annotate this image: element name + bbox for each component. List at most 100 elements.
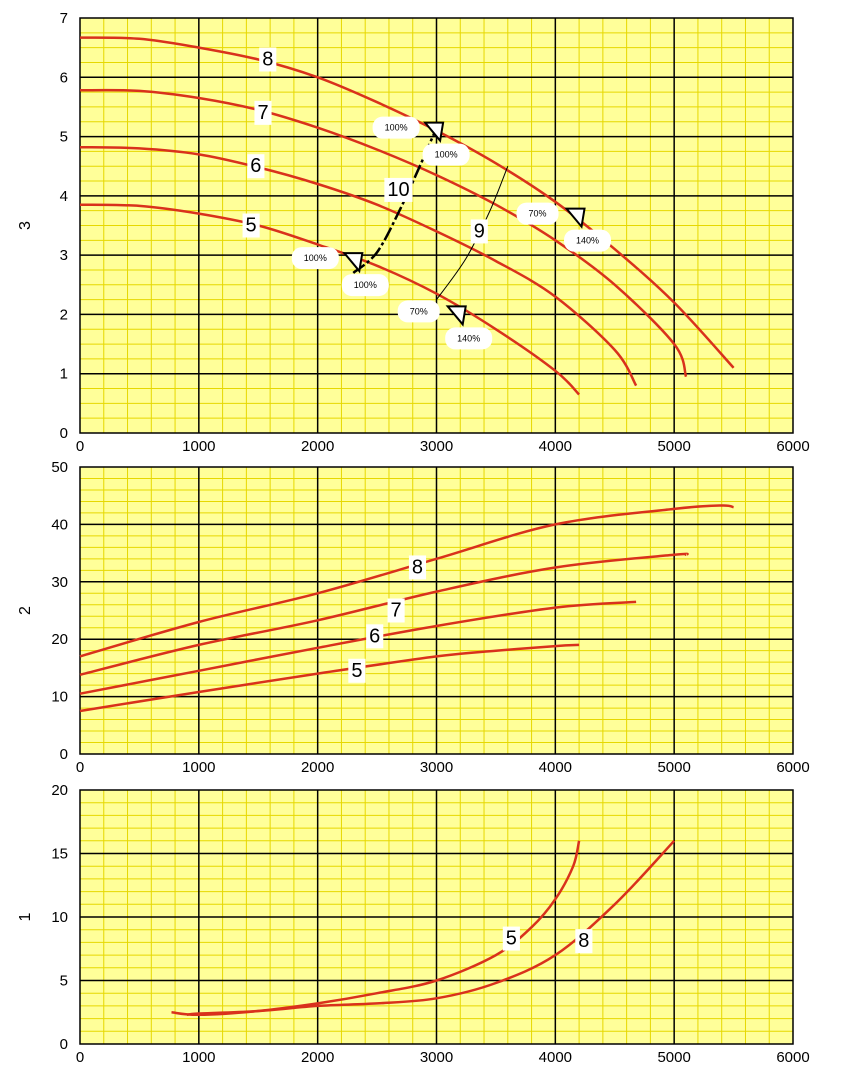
y-tick-label: 7 (60, 10, 68, 27)
plot-frame (79, 466, 794, 755)
x-tick-label: 5000 (657, 759, 690, 776)
triangle-marker (342, 252, 364, 274)
series-label-8-bg (575, 929, 593, 954)
series-label-8-bg (408, 555, 427, 580)
marker-left-label-bg (397, 300, 440, 323)
y-tick-label: 10 (51, 909, 68, 926)
x-tick-label: 3000 (420, 438, 453, 455)
x-tick-label: 3000 (420, 1049, 453, 1066)
marker-below-label: 140% (457, 333, 480, 343)
series-label-6: 6 (250, 155, 261, 177)
y-axis-label: 2 (17, 606, 34, 615)
curve-9-label-bg (470, 219, 488, 244)
x-tick-label: 1000 (182, 1049, 215, 1066)
y-tick-label: 3 (60, 247, 68, 264)
series-line-5 (79, 643, 580, 713)
series-label-5-bg (242, 213, 260, 238)
marker-below-label-bg (564, 229, 612, 252)
x-tick-label: 0 (76, 438, 84, 455)
marker-left-label-bg (291, 247, 339, 270)
marker-left-label-bg (372, 116, 420, 139)
plot-frame (79, 789, 794, 1045)
marker-left-label: 100% (385, 123, 408, 133)
marker-below-label-bg (445, 327, 493, 350)
x-tick-label: 0 (76, 759, 84, 776)
x-tick-label: 2000 (301, 438, 334, 455)
series-line-8 (79, 36, 735, 369)
series-label-6: 6 (369, 625, 380, 647)
y-tick-label: 6 (60, 69, 68, 86)
y-axis-label: 1 (17, 912, 34, 921)
y-tick-label: 20 (51, 782, 68, 799)
series-label-6-bg (366, 624, 384, 649)
series-label-5: 5 (351, 660, 362, 682)
series-label-5: 5 (246, 215, 257, 237)
y-tick-label: 1 (60, 366, 68, 383)
series-label-7: 7 (391, 600, 402, 622)
x-tick-label: 0 (76, 1049, 84, 1066)
series-label-8: 8 (578, 930, 589, 952)
curve-10-label: 10 (387, 179, 409, 201)
y-tick-label: 0 (60, 425, 68, 442)
marker-below-label: 100% (354, 280, 377, 290)
x-tick-label: 3000 (420, 759, 453, 776)
marker-left-label: 70% (410, 306, 428, 316)
y-tick-label: 2 (60, 306, 68, 323)
marker-left-label: 100% (304, 253, 327, 263)
y-tick-label: 5 (60, 129, 68, 146)
y-tick-label: 0 (60, 1036, 68, 1053)
x-tick-label: 4000 (539, 438, 572, 455)
marker-left-label-bg (516, 202, 559, 225)
x-tick-label: 5000 (657, 1049, 690, 1066)
y-tick-label: 20 (51, 631, 68, 648)
series-label-7: 7 (257, 102, 268, 124)
series-line-8 (186, 839, 676, 1017)
x-tick-label: 5000 (657, 438, 690, 455)
marker-below-label: 100% (435, 150, 458, 160)
y-axis-label: 3 (17, 221, 34, 230)
marker-below-label: 140% (576, 236, 599, 246)
y-tick-label: 40 (51, 516, 68, 533)
series-line-8 (79, 504, 734, 658)
triangle-marker (564, 207, 586, 229)
chart-panel-1: 0 1000 2000 3000 4000 5000 6000 0 1 2 3 4 5 6 7 3 5 6 7 8 9 1… (17, 10, 810, 455)
series-line-7 (79, 88, 688, 378)
series-label-6-bg (247, 154, 265, 179)
marker-below-label-bg (341, 274, 389, 297)
series-label-8-bg (259, 47, 277, 72)
series-line-7 (79, 552, 689, 677)
chart-panel-2: 0 1000 2000 3000 4000 5000 6000 0 10 20 30 40 50 2 567… (17, 459, 810, 776)
curve-9-label: 9 (474, 220, 485, 242)
y-tick-label: 50 (51, 459, 68, 476)
series-label-7-bg (254, 100, 272, 125)
x-tick-label: 2000 (301, 759, 334, 776)
series-line-6 (79, 145, 638, 387)
x-tick-label: 1000 (182, 438, 215, 455)
y-tick-label: 0 (60, 746, 68, 763)
x-tick-label: 6000 (776, 1049, 809, 1066)
series-label-5-bg (502, 926, 520, 951)
y-tick-label: 5 (60, 973, 68, 990)
y-tick-label: 10 (51, 689, 68, 706)
triangle-marker (422, 121, 445, 143)
x-tick-label: 2000 (301, 1049, 334, 1066)
y-tick-label: 15 (51, 846, 68, 863)
curve-10-label-bg (384, 177, 413, 202)
triangle-marker (445, 305, 467, 327)
series-label-5-bg (348, 658, 366, 683)
series-label-5: 5 (506, 928, 517, 950)
series-label-8: 8 (412, 556, 423, 578)
y-tick-label: 30 (51, 574, 68, 591)
plot-frame (79, 17, 794, 434)
x-tick-label: 4000 (539, 1049, 572, 1066)
x-tick-label: 4000 (539, 759, 572, 776)
x-tick-label: 6000 (776, 759, 809, 776)
x-tick-label: 1000 (182, 759, 215, 776)
y-tick-label: 4 (60, 188, 68, 205)
x-tick-label: 6000 (776, 438, 809, 455)
marker-left-label: 70% (529, 209, 547, 219)
series-label-8: 8 (262, 49, 273, 71)
series-label-7-bg (387, 598, 405, 623)
